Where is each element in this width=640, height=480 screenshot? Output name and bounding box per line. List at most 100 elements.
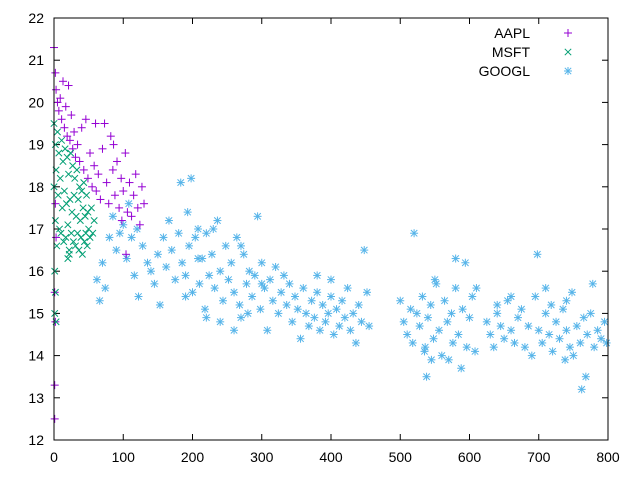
data-point-googl <box>245 267 254 276</box>
data-point-googl <box>472 284 481 293</box>
y-tick-label: 12 <box>28 432 44 448</box>
data-point-googl <box>586 309 595 318</box>
data-point-msft <box>89 229 97 237</box>
data-point-googl <box>130 271 139 280</box>
series-msft <box>50 119 98 326</box>
data-point-aapl <box>65 136 74 145</box>
data-point-googl <box>250 271 259 280</box>
data-point-msft <box>64 170 73 178</box>
data-point-googl <box>363 288 372 297</box>
data-point-googl <box>454 330 463 339</box>
data-point-msft <box>87 204 95 212</box>
data-point-googl <box>510 338 519 347</box>
data-point-googl <box>236 241 245 250</box>
data-point-googl <box>597 334 606 343</box>
data-point-googl <box>558 305 567 314</box>
data-point-googl <box>576 338 585 347</box>
y-tick-label: 14 <box>28 348 44 364</box>
data-point-googl <box>562 326 571 335</box>
data-point-msft <box>51 217 59 225</box>
legend-marker-googl <box>564 67 572 75</box>
data-point-msft <box>54 191 62 199</box>
data-point-googl <box>349 309 358 318</box>
data-point-aapl <box>109 140 118 149</box>
data-point-googl <box>274 309 283 318</box>
data-point-googl <box>315 326 324 335</box>
data-point-googl <box>218 296 227 305</box>
data-point-googl <box>427 355 436 364</box>
data-point-googl <box>517 305 526 314</box>
data-point-googl <box>171 275 180 284</box>
data-point-googl <box>590 343 599 352</box>
data-point-googl <box>257 258 266 267</box>
data-point-googl <box>243 309 252 318</box>
data-point-googl <box>468 292 477 301</box>
data-point-googl <box>447 309 456 318</box>
data-point-msft <box>60 238 68 246</box>
data-point-aapl <box>52 85 61 94</box>
data-point-msft <box>62 233 70 241</box>
data-point-googl <box>593 326 602 335</box>
data-point-aapl <box>60 123 69 132</box>
data-point-googl <box>489 343 498 352</box>
data-point-googl <box>150 279 159 288</box>
data-point-msft <box>65 250 73 258</box>
data-point-aapl <box>50 381 59 390</box>
data-point-aapl <box>92 187 101 196</box>
data-point-googl <box>577 385 586 394</box>
data-point-googl <box>420 347 429 356</box>
data-point-googl <box>406 305 415 314</box>
data-point-googl <box>239 250 248 259</box>
data-point-aapl <box>110 191 119 200</box>
data-point-msft <box>51 267 59 275</box>
data-point-googl <box>448 338 457 347</box>
data-point-aapl <box>94 170 103 179</box>
data-point-googl <box>253 212 262 221</box>
data-point-googl <box>183 208 192 217</box>
data-point-googl <box>340 313 349 322</box>
data-point-googl <box>552 317 561 326</box>
data-point-msft <box>75 246 83 254</box>
data-point-googl <box>313 288 322 297</box>
data-point-googl <box>545 330 554 339</box>
data-point-aapl <box>100 119 109 128</box>
y-tick-label: 20 <box>28 94 44 110</box>
data-point-aapl <box>51 199 60 208</box>
data-point-googl <box>122 254 131 263</box>
data-point-googl <box>288 317 297 326</box>
x-tick-label: 700 <box>527 449 551 465</box>
data-point-aapl <box>73 140 82 149</box>
data-point-googl <box>105 233 114 242</box>
data-point-googl <box>138 241 147 250</box>
data-point-googl <box>119 220 128 229</box>
data-point-googl <box>471 347 480 356</box>
data-point-googl <box>583 330 592 339</box>
data-point-googl <box>555 334 564 343</box>
data-point-aapl <box>71 153 80 162</box>
x-tick-label: 300 <box>250 449 274 465</box>
x-tick-label: 400 <box>319 449 343 465</box>
data-point-msft <box>81 212 89 220</box>
data-point-msft <box>58 136 66 144</box>
data-point-googl <box>313 271 322 280</box>
data-point-googl <box>399 317 408 326</box>
data-point-googl <box>195 279 204 288</box>
data-point-aapl <box>108 165 117 174</box>
data-point-googl <box>357 317 366 326</box>
data-point-googl <box>133 225 142 233</box>
data-point-googl <box>205 271 214 280</box>
data-point-msft <box>80 238 89 246</box>
data-point-aapl <box>133 203 142 212</box>
data-point-googl <box>187 174 196 183</box>
data-point-aapl <box>53 98 62 107</box>
legend: AAPL MSFT GOOGL <box>479 25 572 79</box>
data-point-googl <box>95 296 104 305</box>
data-point-msft <box>84 208 92 216</box>
data-point-googl <box>461 258 470 267</box>
y-tick-label: 21 <box>28 52 44 68</box>
data-point-googl <box>408 338 417 347</box>
data-point-googl <box>541 309 550 318</box>
data-point-aapl <box>70 127 79 136</box>
data-point-aapl <box>121 149 130 158</box>
